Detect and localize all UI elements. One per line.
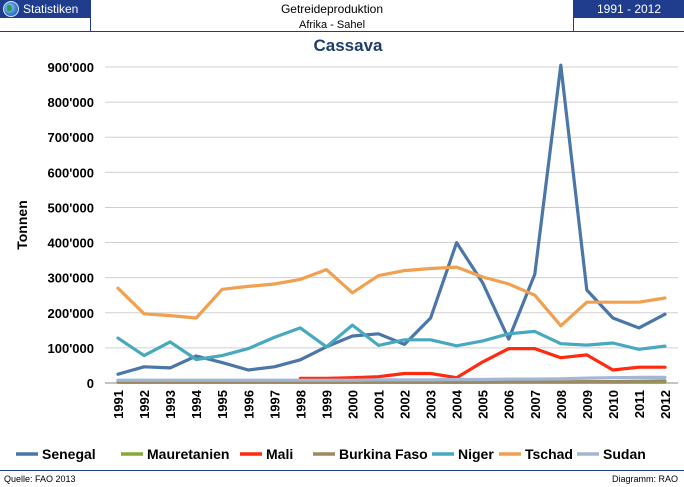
x-tick-label: 2000 (345, 390, 360, 419)
app-name: Statistiken (23, 2, 79, 16)
x-tick-label: 2011 (632, 390, 647, 418)
legend: Senegal Mauretanien Mali Burkina Faso Niger T… (16, 446, 646, 462)
header-divider (0, 31, 684, 32)
period-label: 1991 - 2012 (596, 2, 662, 16)
cassava-line-chart: Cassava 0 100'000 200'000 300'000 400'000 500… (14, 36, 678, 462)
x-tick-label: 2004 (450, 389, 465, 419)
y-axis-label: Tonnen (14, 200, 30, 250)
x-tick-label: 1991 (111, 390, 126, 419)
chart-title: Cassava (313, 36, 383, 55)
x-tick-label: 1992 (137, 390, 152, 419)
legend-label: Sudan (603, 446, 646, 462)
x-tick-label: 2010 (606, 390, 621, 419)
x-tick-label: 2009 (580, 390, 595, 419)
x-tick-label: 1998 (293, 390, 308, 419)
x-tick-label: 2005 (476, 390, 491, 419)
legend-label: Tschad (525, 446, 573, 462)
x-tick-label: 2006 (502, 390, 517, 419)
y-tick-label: 800'000 (48, 95, 94, 110)
x-tick-label: 2012 (658, 390, 673, 419)
y-tick-label: 700'000 (48, 130, 94, 145)
x-tick-label: 1996 (241, 390, 256, 419)
series-lines (116, 63, 667, 384)
series-line-sudan (116, 375, 667, 382)
gridlines (105, 66, 678, 384)
y-tick-label: 500'000 (48, 200, 94, 215)
series-line-burkina-faso (116, 379, 667, 384)
page-title: Getreideproduktion (90, 0, 574, 18)
app-badge: Statistiken (0, 0, 90, 18)
globe-icon (3, 1, 19, 17)
y-tick-label: 200'000 (48, 306, 94, 321)
y-tick-label: 0 (87, 376, 94, 391)
x-tick-label: 2003 (424, 390, 439, 419)
x-tick-label: 2007 (528, 390, 543, 419)
x-tick-label: 1994 (189, 389, 204, 419)
y-tick-label: 400'000 (48, 236, 94, 251)
legend-label: Burkina Faso (339, 446, 428, 462)
y-tick-label: 900'000 (48, 60, 94, 75)
y-tick-label: 300'000 (48, 271, 94, 286)
y-tick-label: 600'000 (48, 165, 94, 180)
y-tick-label: 100'000 (48, 341, 94, 356)
series-line-niger (116, 323, 667, 362)
region-subtitle: Afrika - Sahel (90, 18, 574, 32)
x-tick-label: 2002 (398, 390, 413, 419)
y-axis-ticks: 0 100'000 200'000 300'000 400'000 500'000 600'… (48, 60, 94, 391)
x-axis-ticks: 1991 1992 1993 1994 1995 1996 1997 1998 1999 2000… (111, 389, 673, 419)
footer-divider (0, 470, 684, 471)
legend-label: Niger (458, 446, 494, 462)
series-line-mali (298, 347, 667, 380)
legend-label: Mauretanien (147, 446, 229, 462)
series-line-tschad (116, 265, 667, 328)
source-note: Quelle: FAO 2013 (4, 474, 76, 484)
x-tick-label: 1997 (267, 390, 282, 419)
x-tick-label: 1999 (319, 390, 334, 419)
credit-note: Diagramm: RAO (611, 474, 678, 484)
legend-label: Senegal (42, 446, 96, 462)
x-tick-label: 2008 (554, 390, 569, 419)
x-tick-label: 1993 (163, 390, 178, 419)
legend-label: Mali (266, 446, 293, 462)
x-tick-label: 1995 (215, 390, 230, 419)
x-tick-label: 2001 (371, 390, 386, 419)
header-bar: Statistiken Getreideproduktion 1991 - 20… (0, 0, 684, 18)
series-line-senegal (116, 63, 667, 376)
